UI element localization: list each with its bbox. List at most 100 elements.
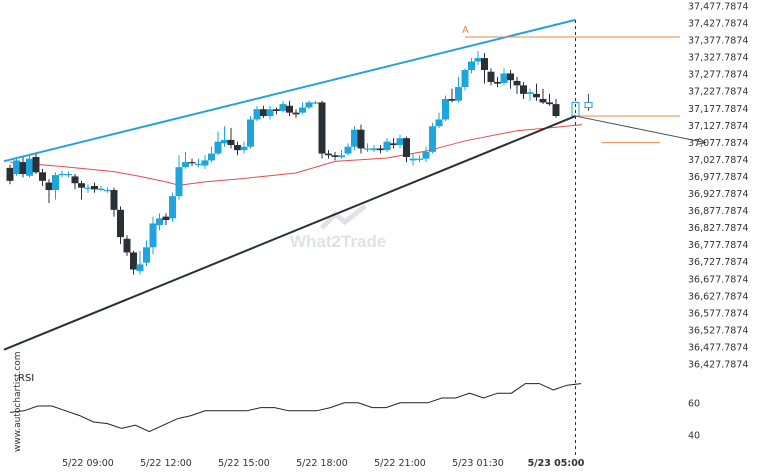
candle-body: [162, 216, 170, 221]
candle: [305, 100, 313, 110]
watermark-text: What2Trade: [290, 232, 386, 251]
candle-body: [104, 190, 111, 192]
candle: [312, 100, 319, 105]
moving-average: [9, 124, 583, 186]
candle: [266, 105, 274, 120]
candle-body: [429, 126, 436, 152]
candle-body: [546, 102, 553, 105]
candle-body: [461, 70, 469, 88]
candle-body: [234, 145, 241, 151]
candle: [357, 124, 365, 154]
candle: [520, 81, 527, 100]
candle-body: [370, 148, 378, 151]
y-tick-label: 36,677.7874: [688, 274, 748, 285]
candle-body: [52, 175, 59, 191]
candle: [331, 151, 339, 161]
candle-body: [175, 167, 183, 197]
candle-body: [539, 99, 547, 103]
candle-body: [91, 185, 98, 190]
y-tick-label: 36,977.7874: [688, 172, 748, 183]
candle: [442, 95, 449, 122]
candle: [240, 141, 248, 154]
candle-body: [84, 187, 92, 189]
y-tick-label: 37,027.7874: [688, 155, 748, 166]
candle: [383, 138, 391, 152]
upper-trendline: [3, 18, 576, 163]
candle: [435, 112, 443, 128]
candle-body: [240, 146, 248, 151]
candle-body: [58, 174, 66, 176]
candle-body: [26, 158, 33, 176]
y-tick-label: 37,377.7874: [688, 36, 748, 47]
candle: [156, 213, 163, 231]
candle: [208, 146, 215, 163]
rsi-label: RSI: [18, 373, 34, 384]
candle: [195, 158, 202, 168]
candle-body: [500, 73, 508, 83]
candle: [201, 155, 209, 169]
candle: [273, 107, 280, 115]
candle-body: [279, 104, 287, 111]
candle: [188, 158, 196, 167]
y-tick-label: 36,827.7874: [688, 223, 748, 234]
candle: [370, 145, 378, 152]
candle-body: [32, 156, 40, 173]
y-tick-label: 37,427.7874: [688, 19, 748, 30]
candle-body: [156, 218, 163, 226]
candle: [325, 150, 332, 159]
candle: [533, 83, 540, 101]
candle: [351, 126, 358, 151]
x-tick-label: 5/22 21:00: [374, 458, 426, 469]
y-tick-label: 37,177.7874: [688, 104, 748, 115]
candle: [149, 216, 157, 255]
candle-body: [442, 99, 449, 120]
x-tick-label: 5/23 05:00: [528, 458, 585, 469]
candle-body: [390, 143, 397, 146]
ma-line: [9, 124, 583, 186]
candle-body: [448, 99, 456, 101]
candle-body: [364, 148, 371, 150]
y-tick-label: 36,577.7874: [688, 308, 748, 319]
candle-body: [78, 183, 85, 188]
y-tick-label: 37,127.7874: [688, 121, 748, 132]
candle-body: [136, 264, 144, 272]
candle: [546, 93, 553, 106]
candle-body: [351, 129, 358, 147]
candle: [292, 109, 300, 118]
y-tick-label: 36,927.7874: [688, 189, 748, 200]
y-tick-label: 37,327.7874: [688, 53, 748, 64]
candle: [136, 250, 144, 275]
candle: [409, 153, 417, 166]
candle: [91, 182, 98, 193]
candle-body: [182, 162, 189, 168]
y-tick-label: 36,877.7874: [688, 206, 748, 217]
candle: [143, 240, 150, 267]
y-tick-label: 37,077.7874: [688, 138, 748, 149]
candle: [104, 187, 111, 193]
candle-body: [214, 141, 222, 154]
side-label: www.autochartist.com: [13, 351, 23, 452]
candle: [513, 76, 521, 94]
candle-body: [65, 174, 72, 176]
candle: [234, 141, 241, 156]
candle-body: [357, 129, 365, 149]
candle-body: [266, 109, 274, 117]
y-tick-label: 37,277.7874: [688, 70, 748, 81]
candles: [6, 51, 593, 275]
candle-body: [377, 148, 384, 151]
y-tick-label: 36,427.7874: [688, 360, 748, 371]
candle: [182, 151, 189, 169]
candle: [214, 131, 222, 156]
candle-body: [299, 107, 306, 113]
candle: [247, 116, 254, 149]
candle-body: [130, 252, 137, 270]
candle-body: [533, 93, 540, 98]
candle: [45, 179, 53, 203]
candle: [253, 105, 261, 122]
rsi-panel: RSI: [9, 373, 582, 433]
candle: [6, 164, 14, 185]
candle-body: [221, 139, 228, 144]
pattern-marker-label: A: [462, 25, 469, 36]
candle: [448, 88, 456, 103]
